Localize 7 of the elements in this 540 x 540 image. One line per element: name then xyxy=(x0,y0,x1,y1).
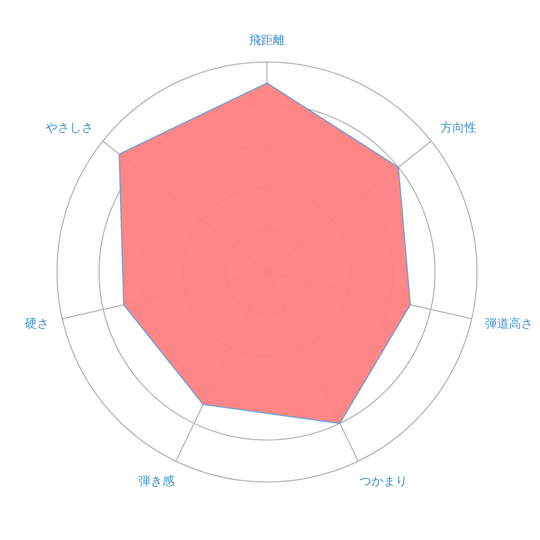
spoke-label: 飛距離 xyxy=(249,33,285,47)
spoke-label: 方向性 xyxy=(440,120,476,134)
spoke-label: つかまり xyxy=(360,474,408,488)
spoke-label: 弾道高さ xyxy=(485,316,534,331)
spoke-label: 弾き感 xyxy=(138,474,174,488)
spoke-label: 硬さ xyxy=(24,316,49,331)
spoke-label: やさしさ xyxy=(46,120,94,134)
